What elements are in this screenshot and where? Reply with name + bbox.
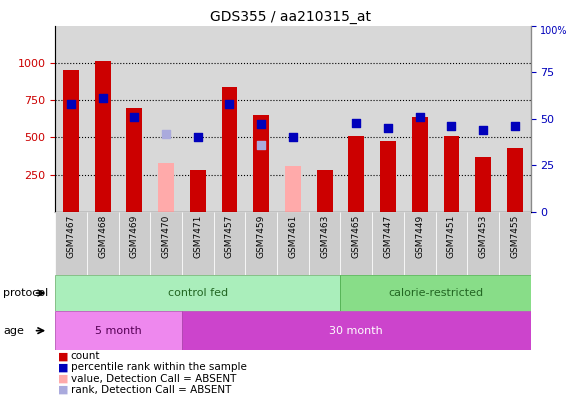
Bar [412,116,427,212]
Bar [277,212,309,275]
Text: GSM7453: GSM7453 [478,215,488,259]
Text: ■: ■ [58,373,68,384]
Text: GDS355 / aa210315_at: GDS355 / aa210315_at [209,10,371,24]
Bar [150,212,182,275]
Text: GSM7451: GSM7451 [447,215,456,259]
Point [256,142,266,148]
Bar [213,212,245,275]
Text: GSM7459: GSM7459 [257,215,266,259]
Text: GSM7455: GSM7455 [510,215,519,259]
Bar [182,212,213,275]
Text: GSM7470: GSM7470 [162,215,171,259]
Bar [340,275,531,311]
Text: 5 month: 5 month [95,326,142,336]
Bar [309,212,340,275]
Bar [118,212,150,275]
Text: calorie-restricted: calorie-restricted [388,288,483,298]
Bar [340,212,372,275]
Bar [317,170,332,212]
Point [161,131,171,137]
Text: GSM7471: GSM7471 [193,215,202,259]
Bar [222,87,237,212]
Point [510,123,520,129]
Text: GSM7465: GSM7465 [352,215,361,259]
Text: rank, Detection Call = ABSENT: rank, Detection Call = ABSENT [71,385,231,395]
Text: 30 month: 30 month [329,326,383,336]
Text: age: age [3,326,24,336]
Text: GSM7467: GSM7467 [67,215,75,259]
Text: control fed: control fed [168,288,228,298]
Text: ■: ■ [58,385,68,395]
Point [478,127,488,133]
Point [66,101,75,107]
Bar [158,163,174,212]
Text: 100%: 100% [540,26,568,36]
Bar [467,212,499,275]
Bar [87,212,118,275]
Bar [444,136,459,212]
Text: GSM7449: GSM7449 [415,215,424,258]
Bar [55,311,182,350]
Bar [475,157,491,212]
Point [130,114,139,120]
Text: protocol: protocol [3,288,48,298]
Bar [349,136,364,212]
Bar [372,212,404,275]
Bar [499,212,531,275]
Text: ■: ■ [58,362,68,373]
Bar [95,61,111,212]
Bar [190,170,206,212]
Text: ■: ■ [58,351,68,362]
Bar [436,212,467,275]
Bar [285,169,301,212]
Point [225,101,234,107]
Point [447,123,456,129]
Text: GSM7461: GSM7461 [288,215,298,259]
Point [193,134,202,141]
Text: GSM7457: GSM7457 [225,215,234,259]
Text: GSM7463: GSM7463 [320,215,329,259]
Point [383,125,393,131]
Bar [285,166,301,212]
Bar [63,70,79,212]
Bar [253,115,269,212]
Bar [404,212,436,275]
Text: GSM7447: GSM7447 [383,215,393,258]
Point [351,119,361,126]
Text: percentile rank within the sample: percentile rank within the sample [71,362,246,373]
Point [256,121,266,128]
Point [288,134,298,141]
Point [98,95,107,101]
Bar [507,148,523,212]
Bar [55,212,87,275]
Text: count: count [71,351,100,362]
Bar [245,212,277,275]
Bar [55,275,340,311]
Bar [182,311,531,350]
Text: value, Detection Call = ABSENT: value, Detection Call = ABSENT [71,373,236,384]
Point [415,114,425,120]
Bar [380,141,396,212]
Text: GSM7469: GSM7469 [130,215,139,259]
Text: GSM7468: GSM7468 [98,215,107,259]
Bar [126,108,142,212]
